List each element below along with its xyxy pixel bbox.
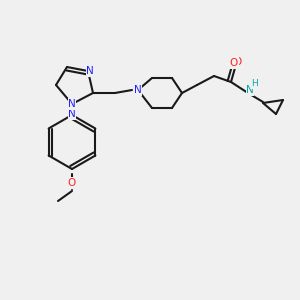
Text: N: N — [68, 109, 76, 119]
Text: N: N — [68, 99, 76, 109]
Text: N: N — [86, 66, 94, 76]
Text: O: O — [233, 57, 241, 67]
Text: N: N — [134, 85, 142, 95]
Text: H: H — [252, 80, 258, 88]
Text: O: O — [230, 58, 238, 68]
Text: N: N — [246, 85, 254, 95]
Text: O: O — [68, 178, 76, 188]
